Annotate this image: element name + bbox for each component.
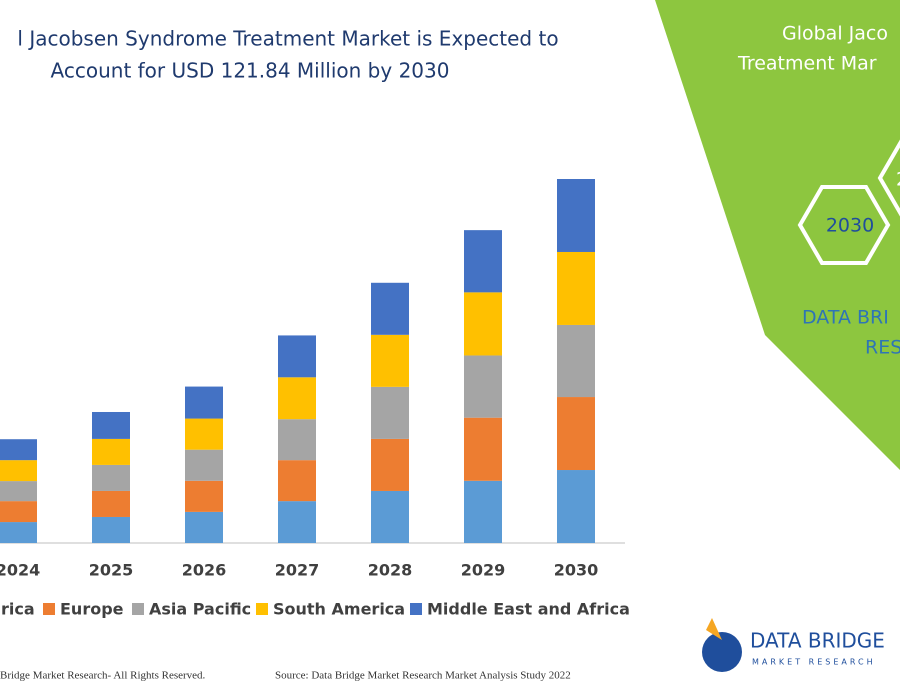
bar-segment xyxy=(371,386,409,439)
logo-mark xyxy=(706,618,722,640)
legend-swatch xyxy=(132,603,144,615)
legend-swatch xyxy=(256,603,268,615)
x-tick-label: 2024 xyxy=(0,561,40,580)
bar-segment xyxy=(371,282,409,335)
hexagon-label: 2030 xyxy=(826,215,874,237)
legend-label: South America xyxy=(273,600,405,619)
green-panel xyxy=(655,0,900,470)
panel-brand: RES xyxy=(865,337,900,359)
bar-segment xyxy=(185,449,223,481)
legend-swatch xyxy=(43,603,55,615)
bar-segment xyxy=(371,490,409,543)
x-tick-label: 2026 xyxy=(182,561,227,580)
bar-segment xyxy=(557,179,595,252)
logo-name: DATA BRIDGE xyxy=(750,629,885,653)
bar-segment xyxy=(278,460,316,502)
bar-segment xyxy=(185,480,223,512)
x-tick-label: 2029 xyxy=(461,561,506,580)
bar-segment xyxy=(557,251,595,325)
bar-segment xyxy=(278,335,316,378)
panel-brand: DATA BRI xyxy=(802,307,889,329)
bar-segment xyxy=(0,522,37,543)
bar-segment xyxy=(278,501,316,543)
panel-heading: Treatment Mar xyxy=(737,53,877,75)
bar-segment xyxy=(92,490,130,517)
bar-segment xyxy=(278,377,316,420)
bar-segment xyxy=(371,334,409,387)
panel-heading: Global Jaco xyxy=(782,23,888,45)
x-tick-label: 2027 xyxy=(275,561,320,580)
bar-segment xyxy=(0,460,37,482)
legend-label: Asia Pacific xyxy=(149,600,251,619)
bar-segment xyxy=(557,397,595,471)
bar-segment xyxy=(92,516,130,543)
bar-segment xyxy=(464,355,502,418)
logo: DATA BRIDGE MARKET RESEARCH xyxy=(702,618,885,672)
x-tick-label: 2028 xyxy=(368,561,413,580)
bar-segment xyxy=(557,470,595,543)
bar-segment xyxy=(464,480,502,543)
bar-segment xyxy=(0,481,37,502)
bar-segment xyxy=(185,511,223,543)
logo-tagline: MARKET RESEARCH xyxy=(752,658,876,667)
bar-segment xyxy=(0,439,37,461)
x-tick-label: 2025 xyxy=(89,561,134,580)
bar-segment xyxy=(92,411,130,439)
logo-mark xyxy=(702,632,742,672)
legend-label: rica xyxy=(1,600,35,619)
bar-segment xyxy=(464,230,502,293)
legend-label: Middle East and Africa xyxy=(427,600,630,619)
bar-segment xyxy=(92,438,130,465)
hexagon-label: 2 xyxy=(896,169,900,191)
legend-swatch xyxy=(410,603,422,615)
bar-segment xyxy=(185,418,223,450)
footer-rights: Bridge Market Research- All Rights Reser… xyxy=(0,670,206,682)
bar-segment xyxy=(0,501,37,523)
bar-segment xyxy=(371,438,409,491)
legend-label: Europe xyxy=(60,600,124,619)
x-tick-label: 2030 xyxy=(554,561,599,580)
hexagon xyxy=(797,185,891,265)
bar-segment xyxy=(557,324,595,398)
bar-segment xyxy=(185,386,223,419)
footer-source: Source: Data Bridge Market Research Mark… xyxy=(275,670,571,682)
bar-segment xyxy=(464,292,502,356)
bar-segment xyxy=(278,419,316,461)
bar-segment xyxy=(92,464,130,491)
title-line: l Jacobsen Syndrome Treatment Market is … xyxy=(17,27,558,51)
bar-segment xyxy=(464,417,502,481)
title-line: Account for USD 121.84 Million by 2030 xyxy=(51,59,450,83)
